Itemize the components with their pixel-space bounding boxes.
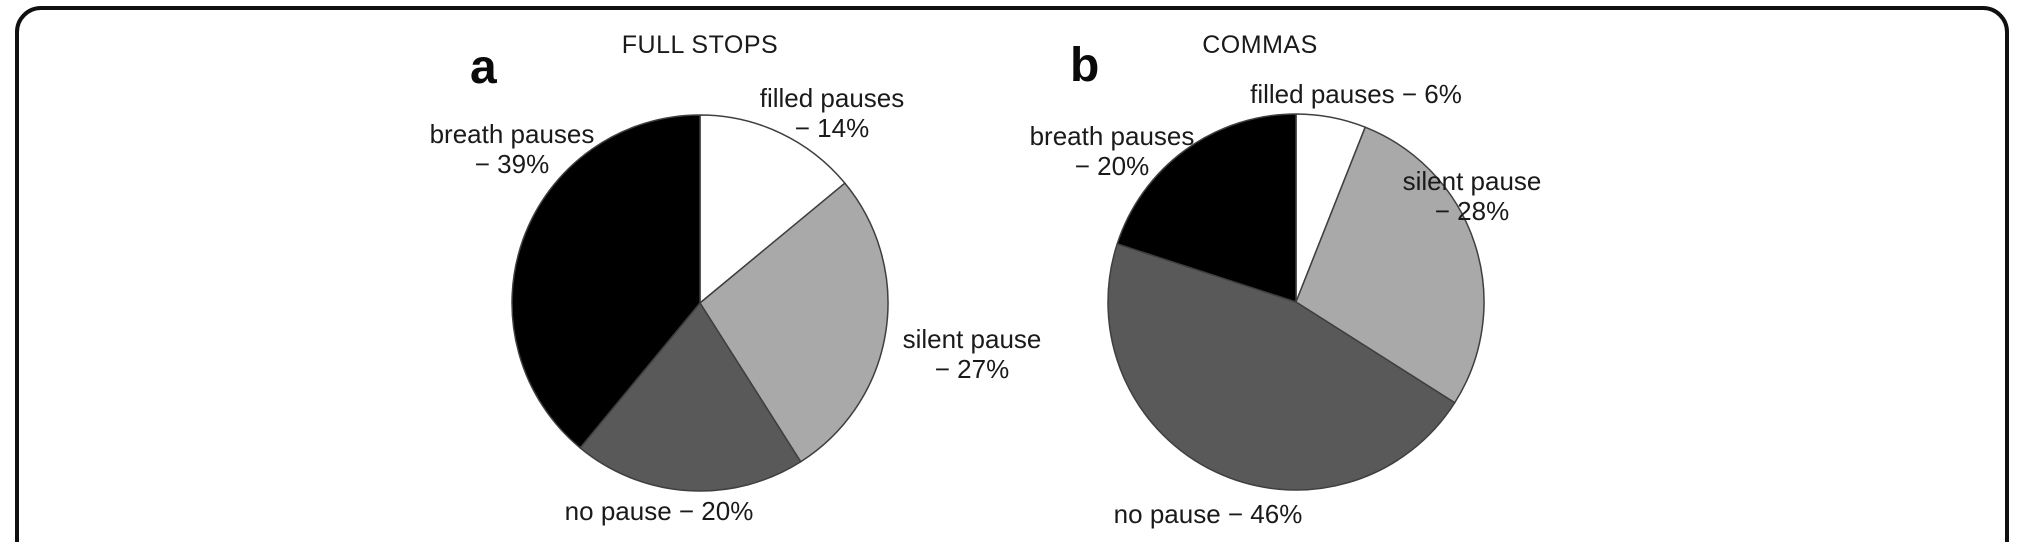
label-line: breath pauses	[429, 119, 595, 149]
label-line: − 20%	[1074, 151, 1150, 181]
label-line: − 27%	[934, 354, 1010, 384]
panel-letter-a: a	[470, 41, 497, 94]
label-line: no pause − 46%	[1113, 499, 1303, 529]
pie-slice-breath-pauses	[511, 114, 701, 449]
label-line: breath pauses	[1029, 121, 1195, 151]
label-no-pause-a: no pause − 20%	[539, 496, 779, 526]
label-line: − 14%	[794, 113, 870, 143]
pie-slice-silent-pause	[1295, 126, 1485, 404]
pie-slice-no-pause	[1107, 243, 1456, 491]
pie-slice-filled-pauses	[699, 114, 846, 304]
label-filled-pauses-b: filled pauses − 6%	[1216, 79, 1496, 109]
label-filled-pauses-a: filled pauses − 14%	[712, 83, 952, 143]
label-silent-pause-b: silent pause − 28%	[1352, 166, 1592, 226]
label-line: − 28%	[1434, 196, 1510, 226]
label-line: silent pause	[902, 324, 1042, 354]
label-line: − 39%	[474, 149, 550, 179]
figure-border	[15, 6, 2009, 542]
label-line: no pause − 20%	[564, 496, 754, 526]
label-line: filled pauses − 6%	[1250, 79, 1462, 109]
pie-slice-silent-pause	[699, 182, 889, 463]
label-line: silent pause	[1402, 166, 1542, 196]
pie-slice-breath-pauses	[1116, 113, 1297, 303]
label-no-pause-b: no pause − 46%	[1088, 499, 1328, 529]
chart-title-commas: COMMAS	[1202, 31, 1318, 59]
label-line: filled pauses	[759, 83, 905, 113]
label-breath-pauses-b: breath pauses − 20%	[992, 121, 1232, 181]
pie-chart-full-stops	[511, 114, 889, 492]
label-silent-pause-a: silent pause − 27%	[852, 324, 1092, 384]
label-breath-pauses-a: breath pauses − 39%	[392, 119, 632, 179]
pie-slice-no-pause	[579, 302, 802, 492]
chart-title-full-stops: FULL STOPS	[621, 31, 779, 59]
panel-letter-b: b	[1070, 39, 1100, 92]
pie-chart-commas	[1107, 113, 1485, 491]
